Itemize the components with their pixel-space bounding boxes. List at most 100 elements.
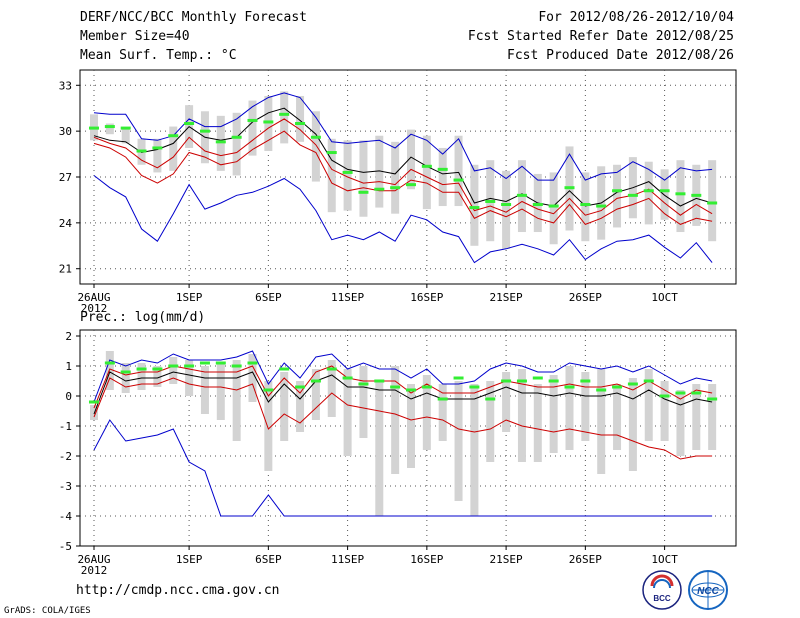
- temp-median-mark: [104, 125, 115, 129]
- precip-ytick-label: -1: [59, 420, 72, 433]
- precip-box: [628, 378, 637, 471]
- temp-xtick-year: 2012: [81, 302, 108, 315]
- temp-box: [581, 172, 590, 242]
- temp-box: [708, 160, 717, 242]
- precip-ytick-label: -3: [59, 480, 72, 493]
- temp-box: [660, 169, 669, 220]
- temp-xtick-label: 11SEP: [331, 291, 364, 304]
- precip-box: [502, 372, 511, 432]
- precip-box: [692, 384, 701, 450]
- precip-box: [153, 366, 162, 387]
- precip-box: [327, 360, 336, 417]
- temp-ytick-label: 21: [59, 263, 72, 276]
- temp-ytick-label: 30: [59, 125, 72, 138]
- forecast-start-date: Fcst Started Refer Date 2012/08/25: [467, 29, 734, 44]
- temp-box: [438, 147, 447, 207]
- precip-box: [660, 381, 669, 441]
- precip-median-mark: [89, 400, 99, 404]
- precip-box: [296, 381, 305, 432]
- temp-xtick-label: 21SEP: [490, 291, 523, 304]
- precip-median-mark: [374, 379, 385, 383]
- temp-box: [121, 128, 130, 144]
- temp-median-mark: [627, 193, 638, 197]
- institution-logos: BCC NCC: [642, 570, 728, 610]
- precip-median-mark: [564, 385, 575, 389]
- precip-median-mark: [421, 385, 432, 389]
- precip-box: [375, 381, 384, 516]
- precip-box: [137, 363, 146, 390]
- temp-median-mark: [643, 189, 654, 193]
- bcc-logo-text: BCC: [653, 594, 671, 603]
- temp-median-mark: [406, 183, 416, 187]
- precip-mean-line: [93, 371, 713, 415]
- precip-box: [470, 384, 479, 516]
- precip-box: [169, 357, 178, 384]
- precip-median-mark: [437, 397, 448, 401]
- temp-xtick-label: 26AUG: [77, 291, 110, 304]
- temp-median-mark: [707, 201, 718, 205]
- precip-box: [90, 405, 98, 420]
- temp-xtick-label: 26SEP: [569, 291, 602, 304]
- temp-median-mark: [152, 146, 163, 150]
- precip-box: [248, 354, 257, 402]
- temp-box: [216, 115, 225, 171]
- temp-median-mark: [437, 167, 448, 171]
- precip-ytick-label: 0: [65, 390, 72, 403]
- precip-box: [121, 363, 130, 393]
- temp-median-mark: [596, 204, 607, 208]
- temp-median-mark: [691, 193, 702, 197]
- precip-box: [676, 390, 685, 456]
- precip-box: [105, 351, 114, 390]
- temp-box: [311, 111, 320, 182]
- temp-xtick-label: 1SEP: [176, 291, 203, 304]
- precip-box: [391, 366, 400, 474]
- ncc-logo-icon: NCC: [688, 570, 728, 610]
- precip-box: [264, 381, 273, 471]
- temp-box: [502, 170, 511, 249]
- precip-box: [407, 384, 415, 468]
- temp-box: [454, 135, 463, 207]
- precip-median-mark: [199, 361, 210, 365]
- precip-box: [216, 363, 225, 420]
- precip-median-mark: [263, 388, 274, 392]
- precip-median-mark: [612, 385, 623, 389]
- temp-box: [153, 138, 162, 173]
- precip-median-mark: [485, 397, 496, 401]
- precip-median-mark: [310, 379, 321, 383]
- precip-median-mark: [643, 379, 654, 383]
- temp-box: [296, 95, 305, 142]
- precip-median-mark: [580, 379, 591, 383]
- precip-median-mark: [501, 379, 512, 383]
- forecast-produced-date: Fcst Produced Date 2012/08/26: [507, 48, 734, 63]
- precip-min-line: [93, 419, 713, 517]
- precip-median-mark: [358, 382, 369, 386]
- source-url[interactable]: http://cmdp.ncc.cma.gov.cn: [76, 583, 280, 598]
- ncc-logo-text: NCC: [697, 586, 719, 597]
- precip-median-mark: [691, 391, 702, 395]
- temp-box: [644, 161, 653, 225]
- precip-median-mark: [231, 364, 242, 368]
- precip-median-mark: [707, 397, 718, 401]
- temp-median-mark: [263, 120, 274, 124]
- precip-box: [232, 360, 241, 441]
- temp-median-mark: [564, 186, 575, 190]
- temp-median-mark: [374, 187, 385, 191]
- precip-median-mark: [152, 367, 163, 371]
- temp-median-mark: [421, 164, 432, 168]
- member-size: Member Size=40: [80, 29, 190, 44]
- temp-median-mark: [89, 126, 99, 130]
- precip-box: [581, 372, 590, 441]
- temp-ytick-label: 24: [59, 217, 73, 230]
- temp-mean-plus-sd-line: [93, 118, 713, 216]
- precip-ytick-label: -5: [59, 540, 72, 553]
- temp-box: [327, 138, 336, 213]
- temp-median-mark: [532, 203, 543, 207]
- precip-median-mark: [104, 361, 115, 365]
- precip-xtick-label: 1OCT: [651, 553, 678, 566]
- temp-median-mark: [168, 134, 179, 138]
- precip-box: [343, 369, 352, 456]
- precip-median-mark: [406, 388, 416, 392]
- precip-median-mark: [516, 379, 527, 383]
- temp-box: [232, 112, 241, 176]
